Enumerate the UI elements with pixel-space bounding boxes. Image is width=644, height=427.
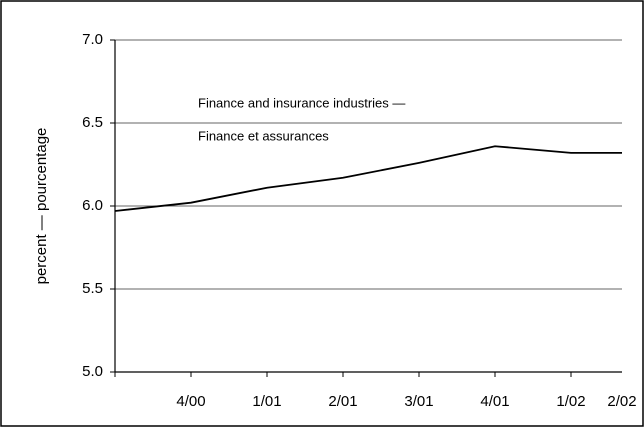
y-tick-label: 5.5 xyxy=(82,280,103,297)
annotation: Finance et assurances xyxy=(198,128,329,143)
x-tick-label: 2/02 xyxy=(607,393,636,410)
x-tick-label: 4/00 xyxy=(176,393,205,410)
y-tick-label: 6.5 xyxy=(82,114,103,131)
x-tick-label: 2/01 xyxy=(328,393,357,410)
y-tick-label: 7.0 xyxy=(82,31,103,48)
annotation: Finance and insurance industries — xyxy=(198,95,405,110)
x-tick-label: 4/01 xyxy=(480,393,509,410)
y-axis-label: percent — pourcentage xyxy=(33,128,50,285)
x-tick-label: 1/02 xyxy=(556,393,585,410)
x-tick-label: 1/01 xyxy=(252,393,281,410)
y-tick-label: 6.0 xyxy=(82,197,103,214)
line xyxy=(115,145,622,212)
x-tick-label: 3/01 xyxy=(404,393,433,410)
y-tick-label: 5.0 xyxy=(82,363,103,380)
